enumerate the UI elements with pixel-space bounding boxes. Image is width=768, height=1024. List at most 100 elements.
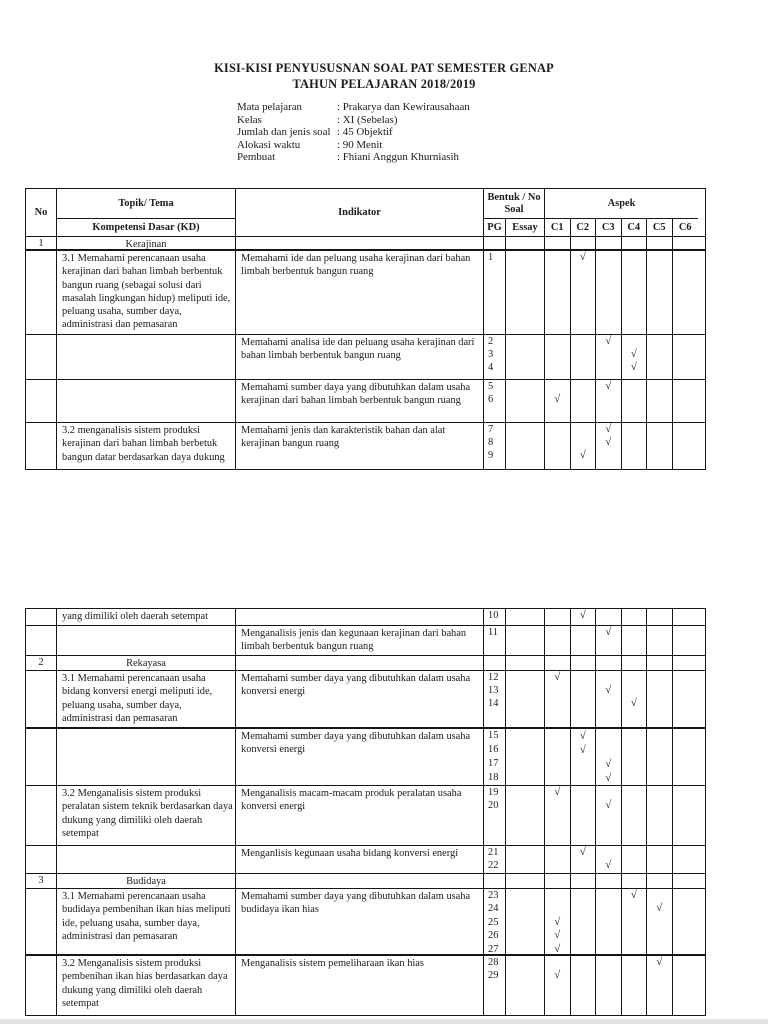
- aspek-cell-c4: [622, 846, 647, 873]
- kompetensi-dasar-cell: 3.2 Menganalisis sistem produksi peralat…: [57, 786, 236, 845]
- kompetensi-dasar-cell: [57, 846, 236, 873]
- aspek-line: √: [622, 361, 647, 374]
- aspek-cell-c6: [673, 656, 699, 670]
- aspek-line: [622, 902, 647, 915]
- checkmark: √: [605, 380, 612, 392]
- aspek-cell-c5: [647, 846, 673, 873]
- soal-number: 25: [488, 916, 499, 928]
- aspek-line: [622, 799, 647, 812]
- pg-numbers-cell: [484, 656, 506, 670]
- header-pg: PG: [484, 219, 506, 236]
- aspek-line: √: [596, 684, 621, 697]
- table-row: 3.1 Memahami perencanaan usaha budidaya …: [26, 889, 705, 956]
- doc-title-line2: TAHUN PELAJARAN 2018/2019: [292, 76, 476, 91]
- aspek-line: [673, 929, 699, 942]
- page-edge-shadow: [0, 1019, 768, 1024]
- aspek-line: [571, 859, 596, 872]
- aspek-cell-c5: [647, 626, 673, 655]
- pg-numbers-cell: 11: [484, 626, 506, 655]
- indikator-cell: Memahami ide dan peluang usaha kerajinan…: [236, 251, 484, 334]
- soal-number: 9: [488, 450, 494, 461]
- meta-label: Jumlah dan jenis soal: [237, 126, 331, 139]
- aspek-line: [596, 361, 621, 374]
- aspek-cell-c2: √ √: [571, 729, 596, 785]
- meta-row: Pembuat : Fhiani Anggun Khurniasih: [237, 151, 470, 164]
- aspek-cell-c1: [545, 846, 571, 873]
- soal-number: 13: [488, 685, 499, 696]
- aspek-line: [647, 846, 672, 859]
- aspek-line: [647, 859, 672, 872]
- checkmark: √: [630, 348, 637, 360]
- row-number-cell: [26, 786, 57, 845]
- aspek-cell-c3: √: [596, 380, 622, 422]
- aspek-line: [622, 251, 647, 264]
- meta-label: Alokasi waktu: [237, 138, 301, 151]
- aspek-cell-c3: √: [596, 671, 622, 727]
- checkmark: √: [630, 697, 637, 709]
- aspek-line: [647, 348, 672, 361]
- aspek-cell-c3: √: [596, 786, 622, 845]
- aspek-line: [622, 449, 647, 462]
- aspek-line: [647, 251, 672, 264]
- doc-title: KISI-KISI PENYUSUSNAN SOAL PAT SEMESTER …: [0, 61, 768, 92]
- aspek-cell-c5: [647, 786, 673, 845]
- aspek-line: [673, 436, 699, 449]
- aspek-line: √: [596, 380, 621, 393]
- pg-numbers-cell: 19 20: [484, 786, 506, 845]
- aspek-line: [647, 423, 672, 436]
- aspek-cell-c5: √: [647, 956, 673, 1015]
- aspek-cell-c3: [596, 251, 622, 334]
- aspek-line: [622, 757, 647, 771]
- aspek-cell-c4: [622, 729, 647, 785]
- aspek-cell-c3: [596, 956, 622, 1015]
- aspek-line: [622, 436, 647, 449]
- kompetensi-dasar-cell: 3.2 Menganalisis sistem produksi pembeni…: [57, 956, 236, 1015]
- aspek-line: [571, 626, 596, 639]
- soal-number: 14: [488, 698, 499, 709]
- checkmark: √: [554, 942, 561, 954]
- aspek-line: [596, 449, 621, 462]
- indikator-cell: Menganalisis macam-macam produk peralata…: [236, 786, 484, 845]
- aspek-cell-c3: √ √: [596, 729, 622, 785]
- aspek-cell-c3: √: [596, 626, 622, 655]
- aspek-cell-c6: [673, 671, 699, 727]
- aspek-line: [673, 626, 699, 639]
- aspek-line: [673, 449, 699, 462]
- aspek-cell-c5: [647, 656, 673, 670]
- aspek-line: [647, 626, 672, 639]
- aspek-line: [647, 449, 672, 462]
- soal-number: 6: [488, 394, 494, 405]
- aspek-line: [673, 361, 699, 374]
- aspek-line: [673, 743, 699, 757]
- row-number-cell: 2: [26, 656, 57, 670]
- table-row: Memahami sumber daya yang dibutuhkan dal…: [26, 729, 705, 786]
- pg-numbers-cell: 7 8 9: [484, 423, 506, 469]
- aspek-cell-c6: [673, 380, 699, 422]
- aspek-cell-c1: [545, 609, 571, 625]
- aspek-line: [571, 902, 596, 915]
- aspek-line: √: [571, 449, 596, 462]
- checkmark: √: [605, 772, 612, 784]
- aspek-line: [545, 757, 570, 771]
- soal-number: 10: [488, 610, 499, 621]
- aspek-line: [545, 423, 570, 436]
- indikator-cell: [236, 609, 484, 625]
- row-number-cell: 1: [26, 237, 57, 249]
- aspek-line: √: [622, 889, 647, 902]
- aspek-cell-c2: [571, 626, 596, 655]
- indikator-cell: Memahami jenis dan karakteristik bahan d…: [236, 423, 484, 469]
- meta-row: Alokasi waktu : 90 Menit: [237, 139, 470, 152]
- aspek-line: [673, 846, 699, 859]
- checkmark: √: [605, 799, 612, 811]
- checkmark: √: [605, 436, 612, 448]
- aspek-cell-c5: [647, 237, 673, 249]
- table-row: Menganalisis jenis dan kegunaan kerajina…: [26, 626, 705, 656]
- aspek-cell-c1: √: [545, 380, 571, 422]
- aspek-line: [647, 436, 672, 449]
- aspek-cell-c6: [673, 609, 699, 625]
- aspek-cell-c6: [673, 874, 699, 888]
- aspek-line: [673, 786, 699, 799]
- aspek-line: √: [647, 956, 672, 969]
- checkmark: √: [605, 758, 612, 770]
- pg-numbers-cell: 1: [484, 251, 506, 334]
